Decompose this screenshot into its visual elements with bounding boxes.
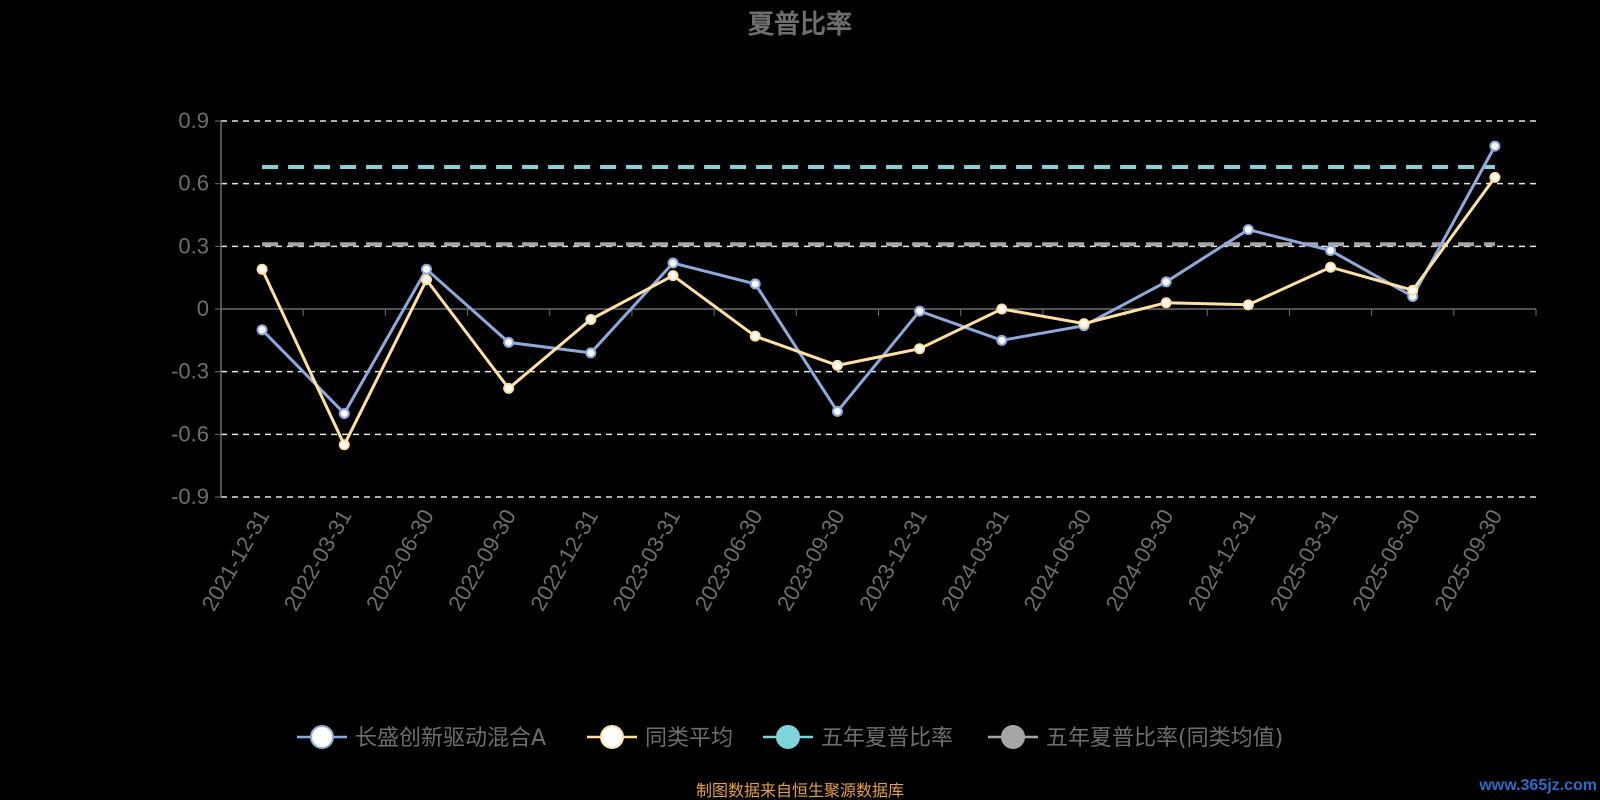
series-line	[261, 145, 1497, 416]
x-tick-label: 2023-06-30	[690, 505, 768, 615]
data-point[interactable]	[996, 334, 1008, 346]
x-tick-label: 2022-03-31	[279, 505, 357, 615]
y-tick-label: 0.3	[178, 233, 209, 258]
legend-item[interactable]: 五年夏普比率(同类均值)	[988, 725, 1283, 751]
data-point[interactable]	[1242, 299, 1254, 311]
legend-item[interactable]: 同类平均	[587, 725, 733, 751]
data-point[interactable]	[256, 324, 268, 336]
data-point[interactable]	[914, 305, 926, 317]
legend-marker	[776, 725, 800, 749]
data-point[interactable]	[585, 347, 597, 359]
x-tick-label: 2025-06-30	[1347, 505, 1425, 615]
legend-marker	[1001, 725, 1025, 749]
data-point[interactable]	[749, 278, 761, 290]
y-tick-label: 0	[197, 296, 209, 321]
legend-item[interactable]: 五年夏普比率	[763, 725, 953, 751]
x-tick-label: 2024-12-31	[1183, 505, 1261, 615]
x-tick-label: 2022-06-30	[361, 505, 439, 615]
data-point[interactable]	[1242, 224, 1254, 236]
data-point[interactable]	[914, 343, 926, 355]
source-note: 制图数据来自恒生聚源数据库	[696, 781, 904, 800]
y-tick-label: -0.6	[171, 421, 209, 446]
data-point[interactable]	[1160, 276, 1172, 288]
y-tick-label: 0.9	[178, 108, 209, 133]
data-point[interactable]	[1407, 284, 1419, 296]
legend-item[interactable]: 长盛创新驱动混合A	[297, 725, 546, 751]
x-tick-label: 2023-12-31	[854, 505, 932, 615]
x-tick-label: 2024-09-30	[1101, 505, 1179, 615]
legend[interactable]: 长盛创新驱动混合A 同类平均 五年夏普比率 五年夏普比率(同类均值)	[297, 725, 1283, 751]
x-tick-label: 2021-12-31	[196, 505, 274, 615]
x-tick-label: 2022-12-31	[525, 505, 603, 615]
legend-label: 同类平均	[645, 726, 733, 751]
data-point[interactable]	[831, 359, 843, 371]
data-point[interactable]	[1078, 318, 1090, 330]
legend-label: 长盛创新驱动混合A	[355, 726, 546, 751]
x-tick-label: 2024-06-30	[1018, 505, 1096, 615]
data-point[interactable]	[1489, 140, 1501, 152]
x-tick-label: 2022-09-30	[443, 505, 521, 615]
data-point[interactable]	[503, 336, 515, 348]
data-point[interactable]	[503, 382, 515, 394]
y-tick-label: -0.3	[171, 359, 209, 384]
data-point[interactable]	[1489, 171, 1501, 183]
series-lines	[256, 140, 1501, 451]
legend-label: 五年夏普比率(同类均值)	[1046, 726, 1283, 751]
data-point[interactable]	[831, 405, 843, 417]
x-tick-label: 2023-09-30	[772, 505, 850, 615]
data-point[interactable]	[585, 313, 597, 325]
data-point[interactable]	[256, 263, 268, 275]
data-point[interactable]	[1325, 245, 1337, 257]
data-point[interactable]	[667, 257, 679, 269]
data-point[interactable]	[420, 263, 432, 275]
x-tick-label: 2025-03-31	[1265, 505, 1343, 615]
x-tick-label: 2025-09-30	[1429, 505, 1507, 615]
y-axis: 0.9 0.6 0.3 0 -0.3 -0.6 -0.9	[171, 108, 222, 509]
y-tick-label: 0.6	[178, 171, 209, 196]
x-axis: 2021-12-31 2022-03-31 2022-06-30 2022-09-30…	[196, 309, 1537, 615]
legend-label: 五年夏普比率	[821, 726, 953, 751]
reference-lines	[262, 164, 1495, 247]
series-line	[260, 176, 1497, 449]
data-point[interactable]	[1325, 261, 1337, 273]
legend-marker	[600, 725, 624, 749]
data-point[interactable]	[338, 439, 350, 451]
data-point[interactable]	[1160, 297, 1172, 309]
y-tick-label: -0.9	[171, 484, 209, 509]
data-point[interactable]	[338, 407, 350, 419]
watermark: www.365jz.com	[1478, 777, 1597, 794]
data-point[interactable]	[420, 274, 432, 286]
x-tick-label: 2023-03-31	[607, 505, 685, 615]
data-point[interactable]	[749, 330, 761, 342]
legend-marker	[310, 725, 334, 749]
chart-title: 夏普比率	[748, 9, 852, 40]
x-tick-label: 2024-03-31	[936, 505, 1014, 615]
data-point[interactable]	[667, 270, 679, 282]
data-point[interactable]	[996, 303, 1008, 315]
